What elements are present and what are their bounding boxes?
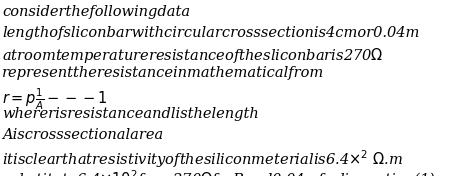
Text: Aiscrosssectionalarea: Aiscrosssectionalarea — [2, 128, 163, 142]
Text: $r=p\frac{1}{A}---1$: $r=p\frac{1}{A}---1$ — [2, 86, 108, 112]
Text: atroomtemperatureresistanceofthesliconbaris270$\Omega$: atroomtemperatureresistanceofthesliconba… — [2, 46, 384, 65]
Text: substitute6.4$\times10^{2}$forp,270$\Omega$forRand0.04mforliequation(1).: substitute6.4$\times10^{2}$forp,270$\Ome… — [2, 168, 440, 176]
Text: lengthofsliconbarwithcircularcrosssectionis4cmor0.04m: lengthofsliconbarwithcircularcrosssectio… — [2, 26, 419, 40]
Text: itisclearthatresistivityofthesiliconmeterialis6.4$\times^{2}$ $\Omega$.m: itisclearthatresistivityofthesiliconmete… — [2, 148, 404, 169]
Text: whererisresistanceandlisthelength: whererisresistanceandlisthelength — [2, 107, 259, 121]
Text: considerthefollowingdata: considerthefollowingdata — [2, 5, 190, 19]
Text: representtheresistanceinmathematicalfrom: representtheresistanceinmathematicalfrom — [2, 66, 325, 80]
